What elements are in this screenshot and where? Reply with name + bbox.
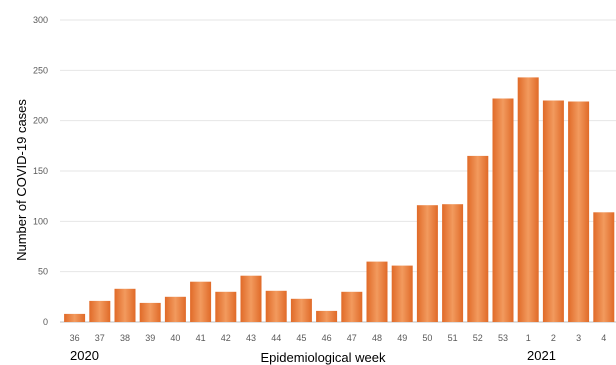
x-tick-label: 36 (70, 333, 80, 343)
x-tick-label: 51 (448, 333, 458, 343)
x-tick-label: 43 (246, 333, 256, 343)
x-tick-label: 37 (95, 333, 105, 343)
x-tick-label: 47 (347, 333, 357, 343)
y-tick-label: 200 (33, 116, 48, 126)
bar-week-49 (391, 265, 413, 322)
x-tick-label: 48 (372, 333, 382, 343)
y-axis-label: Number of COVID-19 cases (14, 99, 29, 261)
bar-week-46 (316, 310, 338, 322)
y-tick-label: 250 (33, 65, 48, 75)
year-label-2021: 2021 (527, 348, 556, 363)
x-tick-label: 38 (120, 333, 130, 343)
x-tick-label: 44 (271, 333, 281, 343)
bar-week-39 (139, 302, 161, 322)
x-tick-label: 50 (422, 333, 432, 343)
x-tick-label: 1 (526, 333, 531, 343)
x-tick-label: 41 (196, 333, 206, 343)
bar-week-2 (542, 100, 564, 322)
bar-week-38 (114, 288, 136, 322)
y-tick-label: 0 (43, 317, 48, 327)
bar-week-40 (164, 296, 186, 322)
y-tick-label: 300 (33, 15, 48, 25)
x-tick-label: 52 (473, 333, 483, 343)
bar-week-53 (492, 98, 514, 322)
x-axis-ticks: 36 37 38 39 40 41 42 43 44 45 46 47 48 49 50 51 52 53 1 2 3 4 (70, 333, 607, 343)
bar-week-48 (366, 261, 388, 322)
bar-week-42 (215, 291, 237, 322)
x-tick-label: 46 (322, 333, 332, 343)
x-tick-label: 53 (498, 333, 508, 343)
gridlines (60, 19, 616, 323)
y-tick-label: 50 (38, 267, 48, 277)
y-tick-label: 150 (33, 166, 48, 176)
bar-week-3 (568, 101, 590, 322)
bar-week-4 (593, 212, 615, 322)
bar-week-43 (240, 275, 262, 322)
bar-week-52 (467, 155, 489, 322)
x-tick-label: 45 (296, 333, 306, 343)
bar-week-45 (290, 298, 312, 322)
x-tick-label: 3 (576, 333, 581, 343)
bar-week-37 (89, 300, 111, 322)
x-tick-label: 49 (397, 333, 407, 343)
x-tick-label: 40 (170, 333, 180, 343)
bar-week-44 (265, 290, 287, 322)
x-tick-label: 39 (145, 333, 155, 343)
x-axis-label: Epidemiological week (260, 350, 386, 365)
bar-week-51 (442, 204, 464, 322)
x-tick-label: 2 (551, 333, 556, 343)
bar-week-50 (416, 205, 438, 322)
bar-week-36 (64, 313, 86, 322)
x-tick-label: 42 (221, 333, 231, 343)
y-axis-ticks: 0 50 100 150 200 250 300 (33, 15, 48, 327)
x-tick-label: 4 (601, 333, 606, 343)
bars (64, 77, 615, 323)
bar-week-41 (190, 281, 212, 322)
bar-week-47 (341, 291, 363, 322)
year-label-2020: 2020 (70, 348, 99, 363)
bar-week-1 (517, 77, 539, 323)
y-tick-label: 100 (33, 216, 48, 226)
